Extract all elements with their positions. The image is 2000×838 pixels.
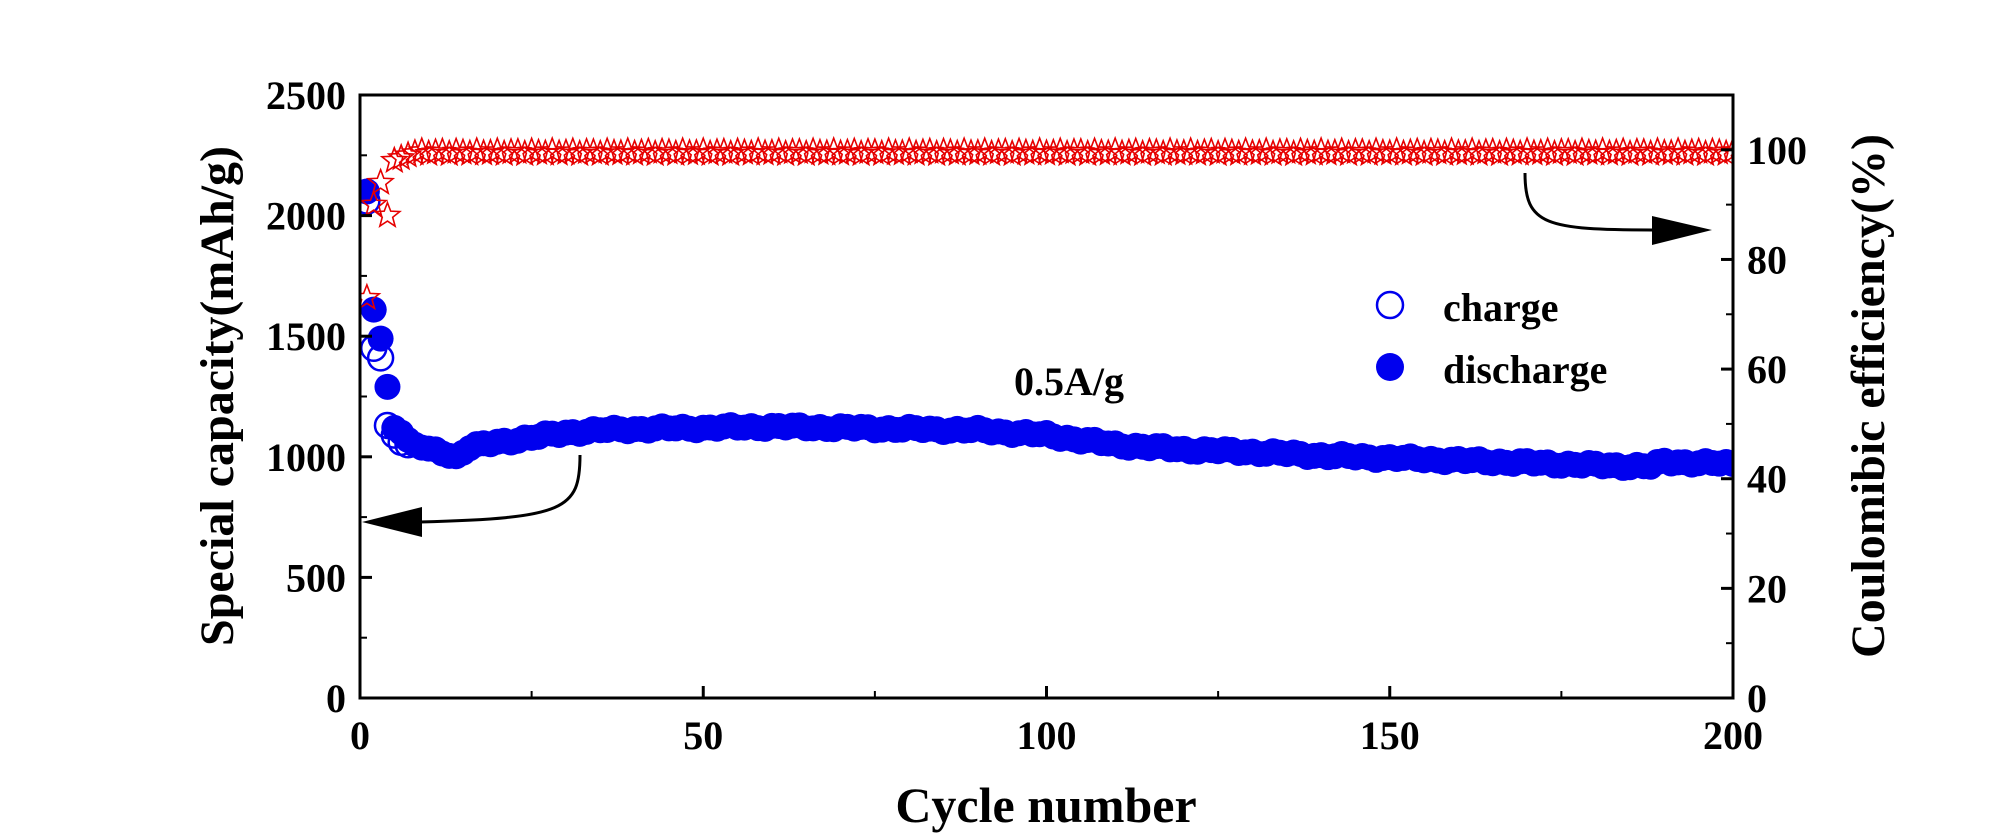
efficiency-point [372,200,402,228]
y-tick-label: 2000 [266,194,346,239]
legend-marker-charge [1375,290,1405,320]
legend-label-discharge: discharge [1443,347,1607,392]
y2-axis-label: Coulomibic efficiency(%) [1842,134,1895,658]
charge-point [394,430,422,459]
y-tick-label: 1500 [266,314,346,359]
legend: charge discharge [1375,285,1607,392]
x-axis-label: Cycle number [895,777,1196,833]
charge-point [380,421,409,449]
arrow-right-head [1652,216,1712,245]
x-tick-label: 150 [1360,713,1420,758]
discharge-point [1720,451,1733,478]
x-tick-label: 100 [1017,713,1077,758]
discharge-point [360,296,387,323]
y-axis-label: Special capacity(mAh/g) [191,146,244,646]
current-density-annotation: 0.5A/g [1014,359,1124,404]
y2-tick-label: 100 [1747,128,1807,173]
efficiency-point [366,167,396,196]
efficiency-point [360,189,389,217]
y-tick-label: 1000 [266,435,346,480]
x-tick-label: 200 [1703,713,1763,758]
arrow-to-left-axis [362,454,582,537]
arrow-left-head [362,507,422,537]
arrow-to-right-axis [1523,172,1712,245]
y2-tick-label: 60 [1747,347,1787,392]
y-tick-label: 2500 [266,73,346,118]
y-tick-label: 0 [326,676,346,721]
charge-point [373,411,402,440]
efficiency-point [360,282,382,311]
x-tick-label: 50 [683,713,723,758]
y2-tick-label: 40 [1747,457,1787,502]
discharge-point [374,373,401,400]
legend-label-charge: charge [1443,285,1559,330]
y2-tick-label: 80 [1747,237,1787,282]
y2-tick-label: 0 [1747,676,1767,721]
y-tick-label: 500 [286,555,346,600]
x-tick-label: 0 [350,713,370,758]
arrow-right-path [1523,172,1656,232]
arrow-left-path [419,454,582,524]
legend-marker-discharge [1376,353,1404,381]
y2-tick-label: 20 [1747,566,1787,611]
efficiency-point [1718,135,1733,164]
charge-point [366,344,395,372]
